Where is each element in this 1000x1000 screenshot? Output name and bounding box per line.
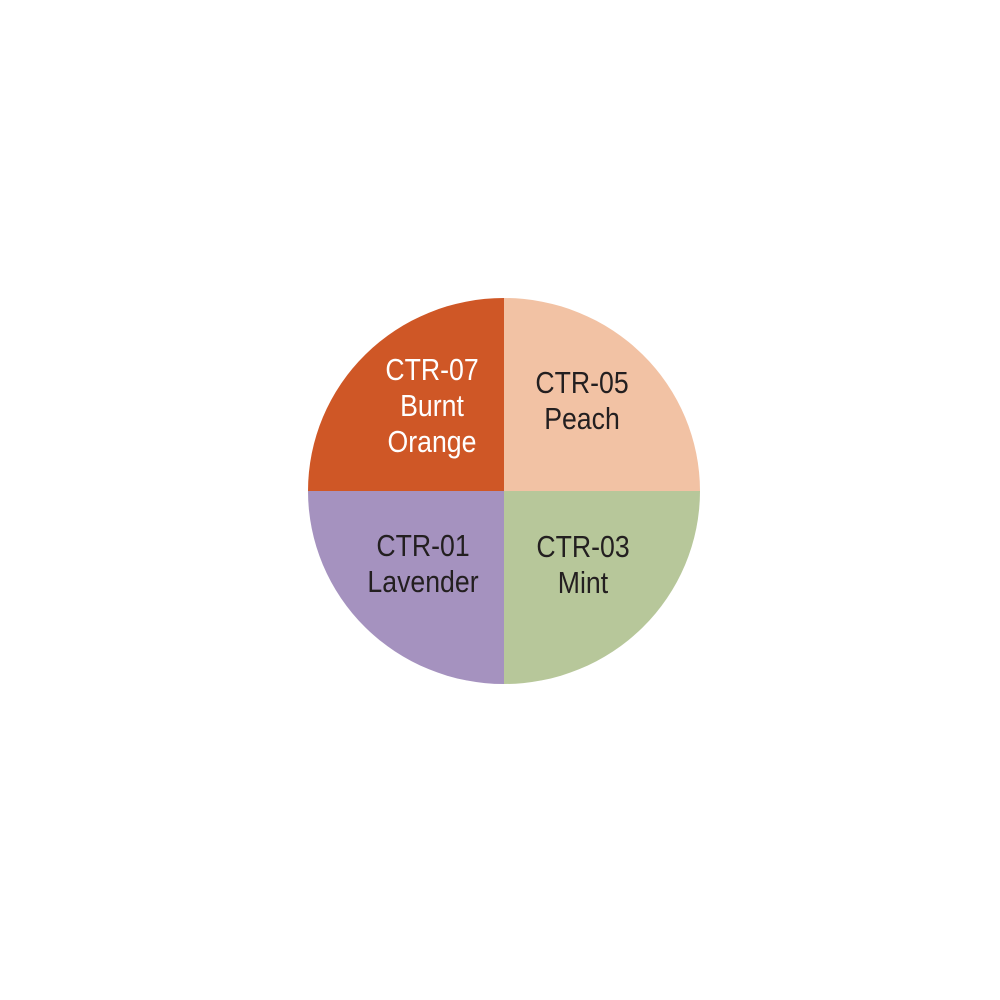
- swatch-name: Mint: [557, 565, 609, 600]
- swatch-code: CTR-01: [376, 528, 470, 563]
- swatch-code: CTR-05: [535, 365, 629, 400]
- swatch-code: CTR-07: [385, 352, 479, 387]
- swatch-name: Lavender: [367, 564, 479, 599]
- swatch-code: CTR-03: [536, 529, 630, 564]
- label-mint: CTR-03 Mint: [497, 529, 669, 601]
- swatch-mint: [504, 491, 700, 684]
- label-burnt-orange: CTR-07 Burnt Orange: [346, 352, 518, 460]
- swatch-name: Peach: [544, 401, 620, 436]
- label-lavender: CTR-01 Lavender: [337, 528, 509, 600]
- swatch-lavender: [308, 491, 504, 684]
- swatch-peach: [504, 298, 700, 491]
- swatch-name: Burnt: [400, 388, 464, 423]
- label-peach: CTR-05 Peach: [496, 365, 668, 437]
- swatch-name: Orange: [387, 424, 477, 459]
- swatch-burnt-orange: [308, 298, 504, 491]
